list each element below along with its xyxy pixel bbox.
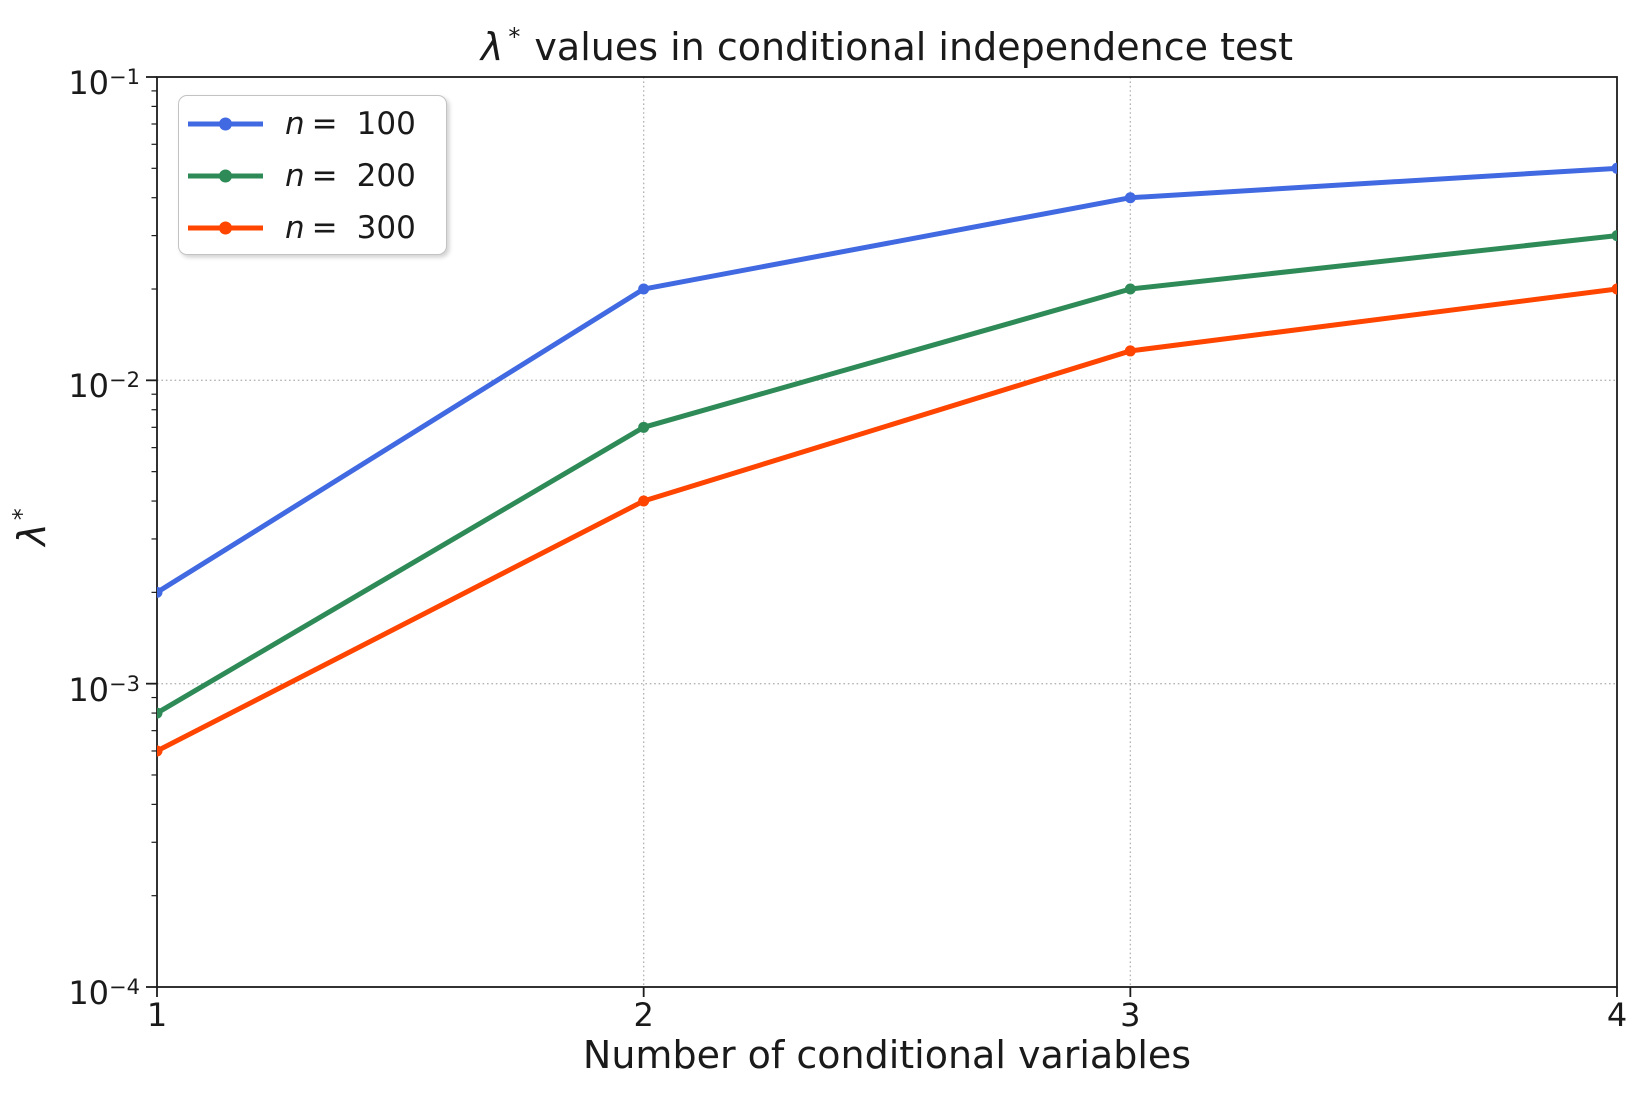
x-axis-label: Number of conditional variables: [582, 1033, 1192, 1077]
data-point: [638, 495, 650, 507]
y-tick-label-10−2: 10−2: [68, 359, 140, 405]
legend-swatch: [188, 221, 263, 235]
chart-title-star: *: [508, 23, 521, 51]
y-tick-label-10−4: 10−4: [68, 966, 140, 1012]
data-point: [157, 745, 163, 757]
x-tick-label-4: 4: [1606, 996, 1628, 1034]
y-axis-label: λ*: [0, 508, 54, 546]
y-tick-label-10−1: 10−1: [68, 56, 140, 102]
chart-title-text: values in conditional independence test: [534, 25, 1294, 69]
legend-label-value: 200: [356, 158, 416, 194]
x-tick-label-3: 3: [1120, 996, 1141, 1034]
legend-entry-n200: n = 200: [179, 150, 446, 202]
y-tick-base: 10: [68, 974, 110, 1012]
chart-title-lambda: λ: [480, 25, 504, 69]
series-n=200: [157, 230, 1617, 719]
y-tick-exponent: −4: [109, 975, 140, 999]
y-tick-base: 10: [68, 64, 110, 102]
series-line: [157, 165, 1617, 595]
legend-entry-n300: n = 300: [179, 202, 446, 254]
data-point: [157, 707, 163, 719]
legend-label-value: 300: [356, 210, 416, 246]
data-point: [157, 586, 163, 598]
series-line: [157, 233, 1617, 716]
y-tick-base: 10: [68, 670, 110, 709]
y-tick-base: 10: [68, 367, 110, 406]
data-point: [1124, 192, 1136, 204]
data-point: [1611, 283, 1617, 295]
data-point: [638, 421, 650, 433]
y-tick-exponent: −1: [109, 65, 140, 89]
data-point: [638, 283, 650, 295]
legend-label-eq: =: [311, 210, 338, 246]
series-n=100: [157, 162, 1617, 598]
y-axis-label-star: *: [8, 508, 36, 521]
legend-entry-n100: n = 100: [179, 98, 446, 150]
y-tick-exponent: −3: [109, 671, 140, 696]
series-n=300: [157, 283, 1617, 757]
legend-swatch: [188, 169, 263, 183]
axes-frame: [156, 76, 1618, 988]
data-point: [1124, 283, 1136, 295]
chart-title: λ * values in conditional independence tes…: [157, 14, 1617, 70]
legend-label-var: n: [285, 106, 305, 142]
x-tick-label-1: 1: [146, 996, 168, 1034]
legend-label-eq: =: [311, 106, 338, 142]
legend-label-var: n: [285, 158, 305, 194]
data-point: [1611, 230, 1617, 242]
major-ticks: [146, 76, 1618, 997]
data-point: [1124, 345, 1136, 357]
y-axis-minor-ticks: [151, 90, 157, 897]
series-line: [157, 286, 1617, 754]
data-point: [1611, 162, 1617, 174]
legend-label-eq: =: [311, 158, 338, 194]
x-tick-label-2: 2: [633, 996, 654, 1034]
legend-label-value: 100: [356, 106, 416, 142]
y-axis-label-lambda: λ: [10, 523, 54, 546]
y-tick-exponent: −2: [109, 368, 140, 393]
legend-swatch: [188, 117, 263, 131]
legend-label-var: n: [285, 210, 305, 246]
gridlines: [157, 77, 1617, 987]
legend: n = 100 n = 200 n = 300: [178, 95, 447, 255]
y-tick-label-10−3: 10−3: [68, 663, 140, 709]
